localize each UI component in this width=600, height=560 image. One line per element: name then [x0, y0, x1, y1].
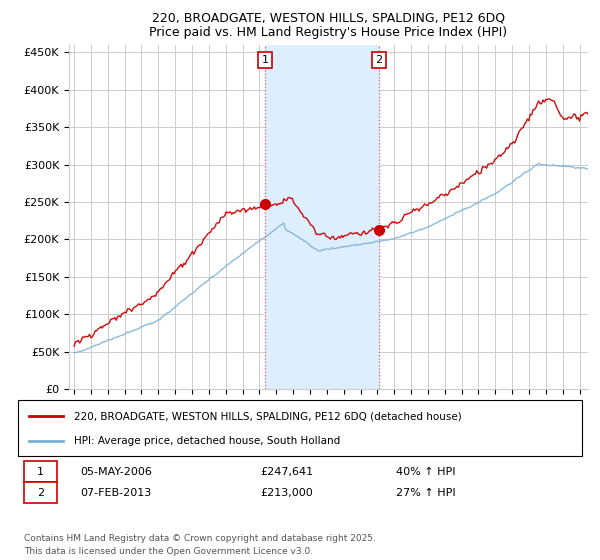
Text: This data is licensed under the Open Government Licence v3.0.: This data is licensed under the Open Gov…: [24, 547, 313, 556]
Text: 1: 1: [262, 55, 269, 65]
Text: HPI: Average price, detached house, South Holland: HPI: Average price, detached house, Sout…: [74, 436, 341, 446]
Text: £213,000: £213,000: [260, 488, 313, 498]
Text: 2: 2: [37, 488, 44, 498]
Text: 40% ↑ HPI: 40% ↑ HPI: [396, 467, 455, 477]
Text: £247,641: £247,641: [260, 467, 314, 477]
Text: 2: 2: [375, 55, 382, 65]
Bar: [265, 45, 379, 389]
Text: 05-MAY-2006: 05-MAY-2006: [80, 467, 152, 477]
Text: Contains HM Land Registry data © Crown copyright and database right 2025.: Contains HM Land Registry data © Crown c…: [24, 534, 376, 543]
Text: 07-FEB-2013: 07-FEB-2013: [80, 488, 151, 498]
Text: 220, BROADGATE, WESTON HILLS, SPALDING, PE12 6DQ (detached house): 220, BROADGATE, WESTON HILLS, SPALDING, …: [74, 411, 462, 421]
FancyBboxPatch shape: [18, 400, 582, 456]
Text: 27% ↑ HPI: 27% ↑ HPI: [396, 488, 455, 498]
Text: 1: 1: [37, 467, 44, 477]
Title: 220, BROADGATE, WESTON HILLS, SPALDING, PE12 6DQ
Price paid vs. HM Land Registry: 220, BROADGATE, WESTON HILLS, SPALDING, …: [149, 11, 508, 39]
FancyBboxPatch shape: [23, 482, 58, 503]
FancyBboxPatch shape: [23, 461, 58, 482]
